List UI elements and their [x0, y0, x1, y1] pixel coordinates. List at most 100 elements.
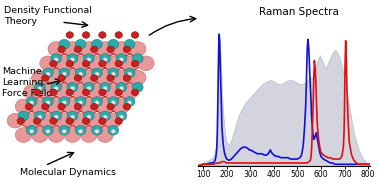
- Circle shape: [121, 56, 138, 71]
- Circle shape: [50, 118, 57, 124]
- Circle shape: [37, 115, 42, 119]
- Circle shape: [132, 89, 139, 96]
- Circle shape: [73, 85, 89, 99]
- Circle shape: [89, 56, 105, 71]
- Circle shape: [119, 115, 124, 119]
- Circle shape: [115, 89, 122, 96]
- Circle shape: [99, 89, 106, 96]
- Circle shape: [87, 115, 91, 119]
- Circle shape: [66, 32, 73, 38]
- Circle shape: [58, 103, 65, 110]
- Circle shape: [43, 97, 53, 106]
- Circle shape: [124, 68, 135, 78]
- Circle shape: [48, 128, 64, 142]
- Circle shape: [75, 125, 86, 135]
- Circle shape: [124, 39, 135, 49]
- Circle shape: [74, 46, 82, 53]
- Circle shape: [115, 118, 122, 124]
- Circle shape: [73, 113, 89, 128]
- Circle shape: [48, 70, 64, 85]
- Circle shape: [87, 58, 91, 62]
- Circle shape: [82, 89, 90, 96]
- Circle shape: [97, 42, 113, 56]
- Circle shape: [64, 70, 81, 85]
- Circle shape: [113, 99, 130, 114]
- Circle shape: [97, 99, 113, 114]
- Circle shape: [116, 54, 127, 63]
- Circle shape: [32, 99, 48, 114]
- Circle shape: [64, 99, 81, 114]
- Circle shape: [29, 101, 34, 105]
- Circle shape: [127, 72, 132, 76]
- Circle shape: [130, 70, 146, 85]
- Circle shape: [67, 82, 78, 92]
- Circle shape: [29, 129, 34, 133]
- Circle shape: [97, 70, 113, 85]
- Circle shape: [32, 70, 48, 85]
- Circle shape: [51, 111, 62, 121]
- Circle shape: [91, 46, 98, 53]
- Circle shape: [107, 103, 114, 110]
- Circle shape: [121, 85, 138, 99]
- Circle shape: [123, 103, 130, 110]
- Circle shape: [46, 129, 50, 133]
- Circle shape: [124, 97, 135, 106]
- Circle shape: [54, 115, 58, 119]
- Circle shape: [59, 39, 70, 49]
- Text: Density Functional
Theory: Density Functional Theory: [4, 6, 92, 26]
- Circle shape: [91, 75, 98, 81]
- Circle shape: [108, 125, 119, 135]
- Circle shape: [43, 68, 53, 78]
- Circle shape: [95, 72, 99, 76]
- Circle shape: [25, 103, 33, 110]
- Circle shape: [107, 75, 114, 81]
- Circle shape: [113, 42, 130, 56]
- Circle shape: [32, 128, 48, 142]
- Circle shape: [132, 60, 139, 67]
- Circle shape: [66, 89, 73, 96]
- Circle shape: [66, 60, 73, 67]
- Circle shape: [107, 46, 114, 53]
- Circle shape: [81, 70, 97, 85]
- Circle shape: [64, 128, 81, 142]
- Circle shape: [51, 82, 62, 92]
- Text: Raman Spectra: Raman Spectra: [259, 7, 339, 17]
- Circle shape: [91, 103, 98, 110]
- Circle shape: [62, 101, 67, 105]
- Circle shape: [46, 72, 50, 76]
- Circle shape: [17, 118, 25, 124]
- Circle shape: [81, 42, 97, 56]
- Circle shape: [62, 129, 67, 133]
- Circle shape: [66, 118, 73, 124]
- Circle shape: [95, 129, 99, 133]
- Circle shape: [40, 56, 56, 71]
- Circle shape: [7, 113, 23, 128]
- Circle shape: [34, 111, 45, 121]
- Circle shape: [48, 42, 64, 56]
- Circle shape: [78, 129, 83, 133]
- Circle shape: [91, 39, 102, 49]
- Circle shape: [23, 85, 40, 99]
- Circle shape: [108, 97, 119, 106]
- Circle shape: [119, 58, 124, 62]
- Circle shape: [82, 60, 90, 67]
- Circle shape: [100, 111, 110, 121]
- Circle shape: [119, 86, 124, 90]
- Circle shape: [75, 97, 86, 106]
- Circle shape: [50, 60, 57, 67]
- Circle shape: [58, 75, 65, 81]
- Circle shape: [123, 75, 130, 81]
- Circle shape: [59, 68, 70, 78]
- Circle shape: [87, 86, 91, 90]
- Circle shape: [130, 42, 146, 56]
- Circle shape: [91, 68, 102, 78]
- Circle shape: [84, 54, 94, 63]
- Circle shape: [105, 85, 121, 99]
- Circle shape: [74, 75, 82, 81]
- Circle shape: [48, 99, 64, 114]
- Circle shape: [75, 39, 86, 49]
- Circle shape: [116, 82, 127, 92]
- Circle shape: [132, 82, 143, 92]
- Circle shape: [127, 101, 132, 105]
- Circle shape: [15, 99, 32, 114]
